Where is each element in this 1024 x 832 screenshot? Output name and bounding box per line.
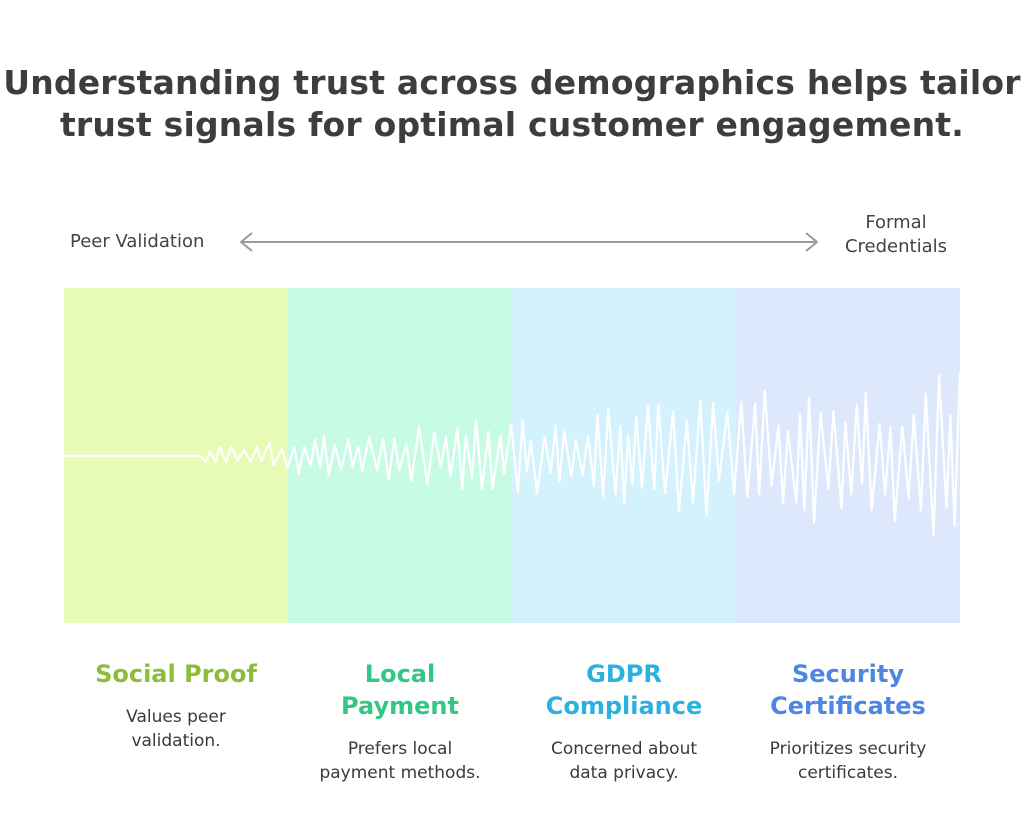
segment-desc-line-1: Concerned about: [550, 739, 698, 759]
double-arrow-icon: [240, 232, 818, 252]
trust-waveform: [64, 372, 960, 537]
segment-desc-line-2: validation.: [131, 731, 221, 751]
segment-gdpr-compliance: GDPR Compliance Concerned about data pri…: [512, 658, 736, 785]
segment-title: Security Certificates: [736, 658, 960, 722]
waveform-line: [64, 372, 960, 537]
segment-title-line-2: Payment: [341, 692, 459, 720]
segment-desc-line-2: payment methods.: [319, 763, 481, 783]
segment-title: Local Payment: [288, 658, 512, 722]
segment-title: Social Proof: [64, 658, 288, 690]
segment-title-line-2: Compliance: [545, 692, 703, 720]
segment-desc-line-1: Prefers local: [347, 739, 453, 759]
axis-left-label: Peer Validation: [70, 231, 205, 252]
segment-description: Concerned about data privacy.: [512, 737, 736, 785]
segment-desc-line-2: data privacy.: [569, 763, 679, 783]
segment-description: Values peer validation.: [64, 705, 288, 753]
axis-right-line-2: Credentials: [844, 236, 948, 257]
segment-desc-line-1: Prioritizes security: [769, 739, 927, 759]
arrow-head-left: [240, 232, 253, 252]
segment-description: Prioritizes security certificates.: [736, 737, 960, 785]
title-line-1: Understanding trust across demographics …: [3, 63, 1021, 102]
segment-desc-line-2: certificates.: [797, 763, 899, 783]
segment-security-certificates: Security Certificates Prioritizes securi…: [736, 658, 960, 785]
title-line-2: trust signals for optimal customer engag…: [59, 105, 965, 144]
band-gdpr-compliance: [512, 288, 736, 623]
segment-title-line-2: Certificates: [770, 692, 926, 720]
segment-title-line-1: GDPR: [586, 660, 662, 688]
segment-title-line-1: Security: [791, 660, 905, 688]
segment-title: GDPR Compliance: [512, 658, 736, 722]
segment-local-payment: Local Payment Prefers local payment meth…: [288, 658, 512, 785]
axis-right-line-1: Formal: [865, 212, 927, 233]
segment-desc-line-1: Values peer: [126, 707, 226, 727]
segment-title-line-1: Social Proof: [95, 660, 257, 688]
page-title: Understanding trust across demographics …: [0, 62, 1024, 146]
arrow-head-right: [805, 232, 818, 252]
segment-description: Prefers local payment methods.: [288, 737, 512, 785]
segment-social-proof: Social Proof Values peer validation.: [64, 658, 288, 753]
axis-right-label: Formal Credentials: [832, 211, 960, 259]
segment-title-line-1: Local: [364, 660, 436, 688]
